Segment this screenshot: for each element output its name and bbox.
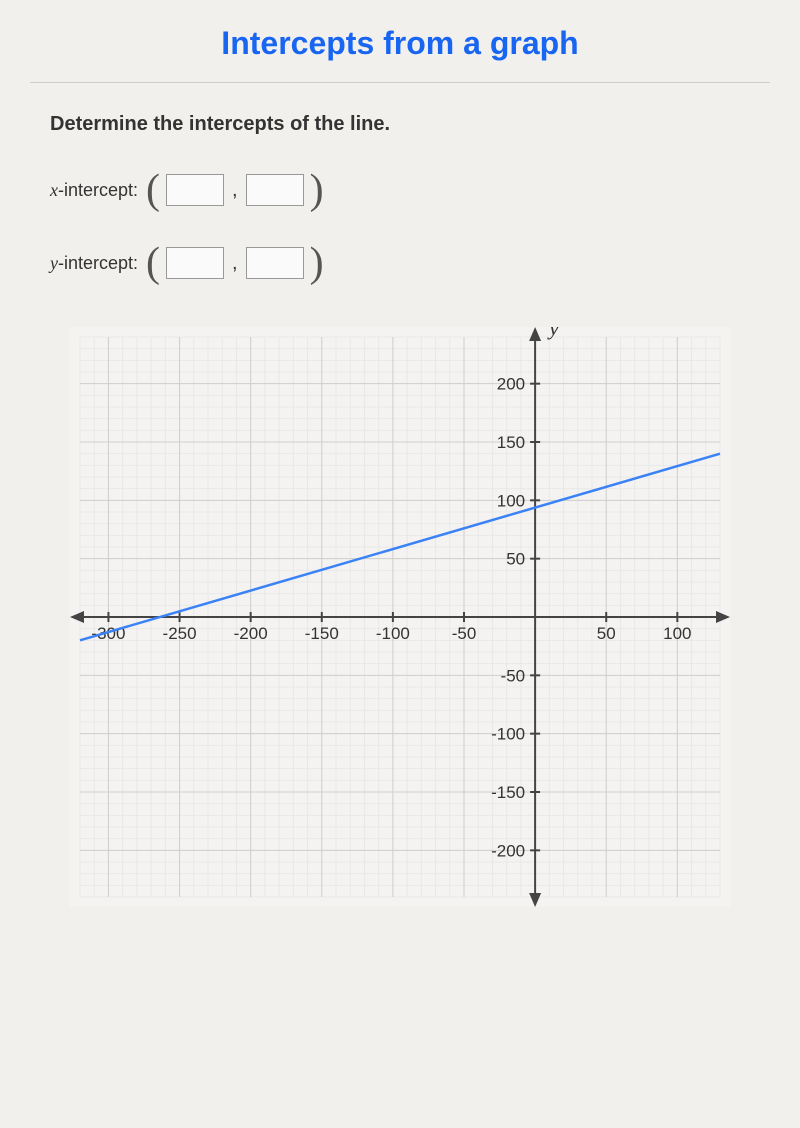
line-chart: -300 -250 -200 -150 -100 -50 50 100 50 100 150 200 -… — [70, 327, 730, 907]
svg-text:50: 50 — [597, 624, 616, 643]
y-intercept-label: y-intercept: — [50, 253, 138, 274]
x-intercept-x-input[interactable] — [166, 174, 224, 206]
open-paren-icon: ( — [146, 239, 160, 287]
x-intercept-row: x-intercept: ( , ) — [50, 166, 750, 214]
svg-text:50: 50 — [506, 550, 525, 569]
y-intercept-y-input[interactable] — [246, 247, 304, 279]
page-title: Intercepts from a graph — [0, 0, 800, 82]
y-intercept-x-input[interactable] — [166, 247, 224, 279]
title-divider — [30, 82, 770, 83]
svg-text:-250: -250 — [163, 624, 197, 643]
chart-container: -300 -250 -200 -150 -100 -50 50 100 50 100 150 200 -… — [70, 327, 730, 907]
x-intercept-y-input[interactable] — [246, 174, 304, 206]
close-paren-icon: ) — [310, 239, 324, 287]
comma-separator: , — [232, 179, 238, 202]
svg-text:100: 100 — [663, 624, 691, 643]
svg-text:100: 100 — [497, 491, 525, 510]
svg-text:y: y — [547, 327, 559, 340]
svg-text:-50: -50 — [501, 666, 526, 685]
x-intercept-label: x-intercept: — [50, 180, 138, 201]
comma-separator: , — [232, 252, 238, 275]
content-area: Determine the intercepts of the line. x-… — [0, 113, 800, 907]
prompt-text: Determine the intercepts of the line. — [50, 113, 750, 136]
svg-text:-100: -100 — [376, 624, 410, 643]
close-paren-icon: ) — [310, 166, 324, 214]
y-intercept-row: y-intercept: ( , ) — [50, 239, 750, 287]
open-paren-icon: ( — [146, 166, 160, 214]
svg-text:200: 200 — [497, 375, 525, 394]
svg-text:-50: -50 — [452, 624, 477, 643]
svg-text:-150: -150 — [305, 624, 339, 643]
svg-text:150: 150 — [497, 433, 525, 452]
svg-text:-200: -200 — [491, 841, 525, 860]
svg-text:-150: -150 — [491, 783, 525, 802]
svg-text:-200: -200 — [234, 624, 268, 643]
svg-text:-100: -100 — [491, 725, 525, 744]
svg-text:-300: -300 — [91, 624, 125, 643]
